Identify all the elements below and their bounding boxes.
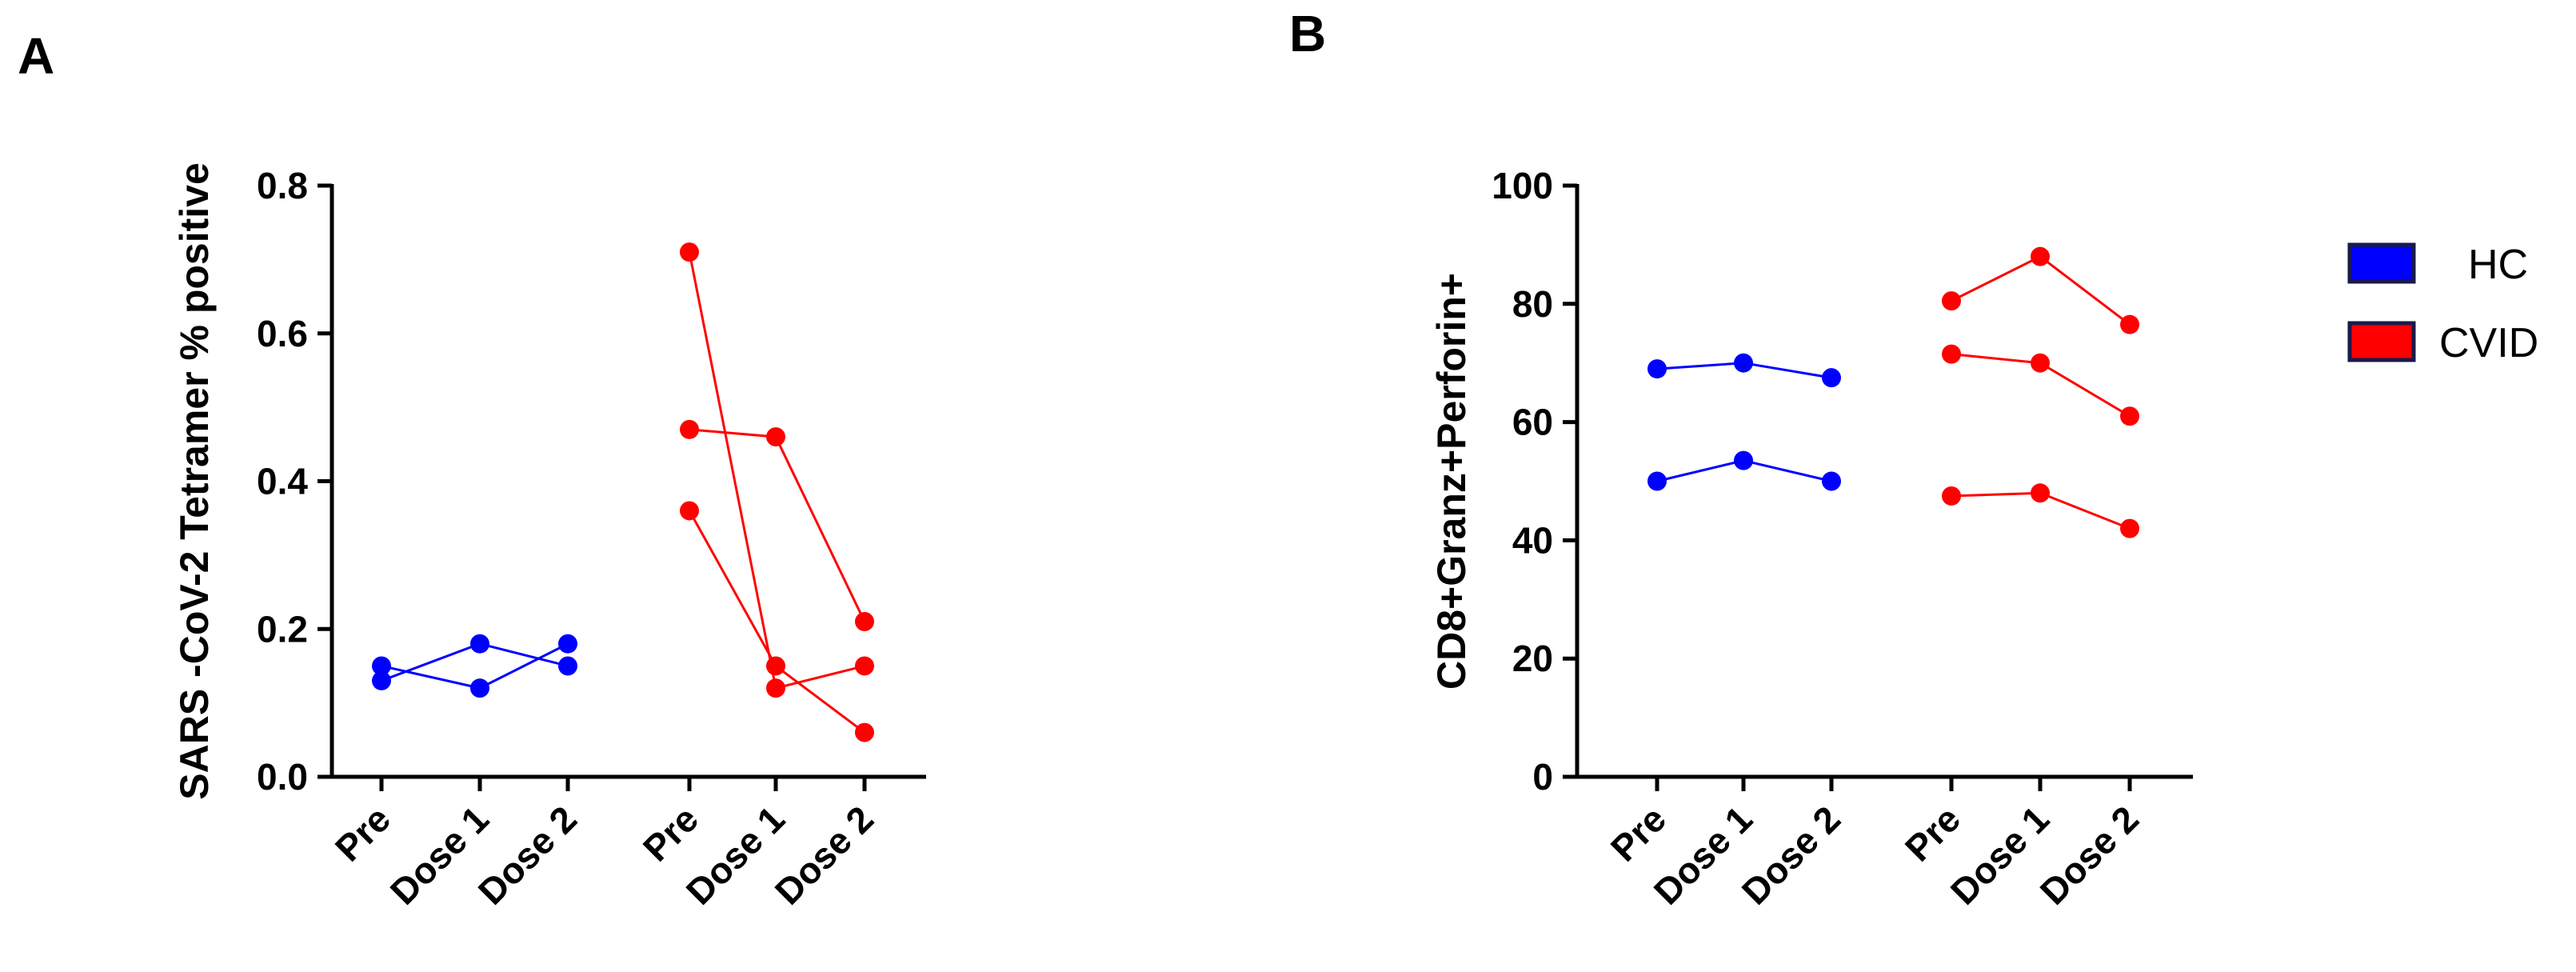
data-point-hc-1	[1822, 368, 1841, 388]
y-tick-label: 0.6	[257, 313, 308, 354]
panel-a-letter: A	[18, 27, 54, 85]
y-tick-label: 80	[1512, 283, 1553, 325]
legend: HC CVID	[2347, 242, 2538, 366]
series-line-cvid-3	[688, 510, 865, 734]
data-point-cvid-3	[855, 722, 874, 742]
x-tick-label-dose-1: Dose 1	[1943, 798, 2057, 912]
series-line-cvid-1	[688, 251, 865, 690]
data-point-hc-1	[372, 656, 391, 676]
chart-a: 0.0 0.2 0.4 0.6 0.8 SARS -CoV-2 Tetramer % po…	[172, 162, 926, 913]
y-tick-label: 40	[1512, 519, 1553, 561]
data-point-cvid-3	[680, 501, 699, 521]
y-tick-label: 20	[1512, 638, 1553, 679]
x-tick-label-pre: Pre	[1897, 798, 1968, 869]
series-line-cvid-2	[689, 428, 866, 622]
data-point-cvid-3	[1942, 486, 1961, 506]
data-point-hc-2	[372, 670, 391, 690]
x-tick-label-dose-2: Dose 2	[767, 798, 881, 912]
x-tick-label-pre: Pre	[635, 798, 706, 869]
data-point-cvid-1	[1942, 291, 1961, 311]
y-tick-label: 0.4	[257, 461, 308, 502]
legend-label-hc: HC	[2468, 242, 2528, 288]
data-point-cvid-3	[2031, 483, 2050, 503]
y-tick-label: 0.8	[257, 165, 308, 206]
data-point-hc-2	[1822, 471, 1841, 491]
y-tick-label: 0.0	[257, 756, 308, 798]
data-point-hc-1	[470, 678, 489, 698]
data-point-cvid-1	[766, 678, 785, 698]
data-point-cvid-2	[855, 612, 874, 632]
x-tick-label-dose-1: Dose 1	[678, 798, 793, 912]
y-axis-title: CD8+Granz+Perforin+	[1429, 273, 1474, 690]
y-axis-title: SARS -CoV-2 Tetramer % positive	[172, 162, 217, 800]
data-point-cvid-2	[1942, 344, 1961, 364]
data-point-cvid-2	[2120, 406, 2139, 426]
y-tick-label: 0	[1532, 756, 1553, 798]
x-tick-label-dose-1: Dose 1	[1646, 798, 1760, 912]
y-tick-label: 60	[1512, 402, 1553, 443]
x-tick-label-dose-2: Dose 2	[2032, 798, 2147, 912]
data-point-cvid-2	[680, 419, 699, 439]
data-point-hc-1	[1647, 359, 1667, 379]
x-tick-label-pre: Pre	[327, 798, 398, 869]
data-point-hc-1	[558, 634, 577, 654]
data-point-cvid-1	[680, 242, 699, 262]
data-point-hc-2	[1647, 471, 1667, 491]
legend-label-cvid: CVID	[2439, 320, 2538, 366]
data-point-cvid-1	[2120, 314, 2139, 334]
data-point-hc-2	[1734, 450, 1753, 470]
x-tick-label-pre: Pre	[1603, 798, 1674, 869]
x-tick-label-dose-1: Dose 1	[382, 798, 497, 912]
data-point-cvid-1	[855, 656, 874, 676]
data-point-cvid-1	[2031, 246, 2050, 266]
panel-b-letter: B	[1289, 5, 1326, 62]
data-point-cvid-3	[766, 656, 785, 676]
legend-swatch-cvid	[2347, 321, 2416, 362]
data-point-cvid-2	[766, 427, 785, 447]
x-tick-label-dose-2: Dose 2	[1734, 798, 1848, 912]
legend-swatch-hc	[2347, 242, 2416, 284]
y-tick-label: 0.2	[257, 608, 308, 650]
data-point-hc-2	[470, 634, 489, 654]
y-tick-label: 100	[1492, 165, 1553, 206]
data-point-hc-1	[1734, 353, 1753, 373]
series-line-cvid-1	[1951, 254, 2131, 326]
data-point-cvid-3	[2120, 518, 2139, 538]
data-point-hc-2	[558, 656, 577, 676]
x-tick-label-dose-2: Dose 2	[470, 798, 585, 912]
data-point-cvid-2	[2031, 353, 2050, 373]
